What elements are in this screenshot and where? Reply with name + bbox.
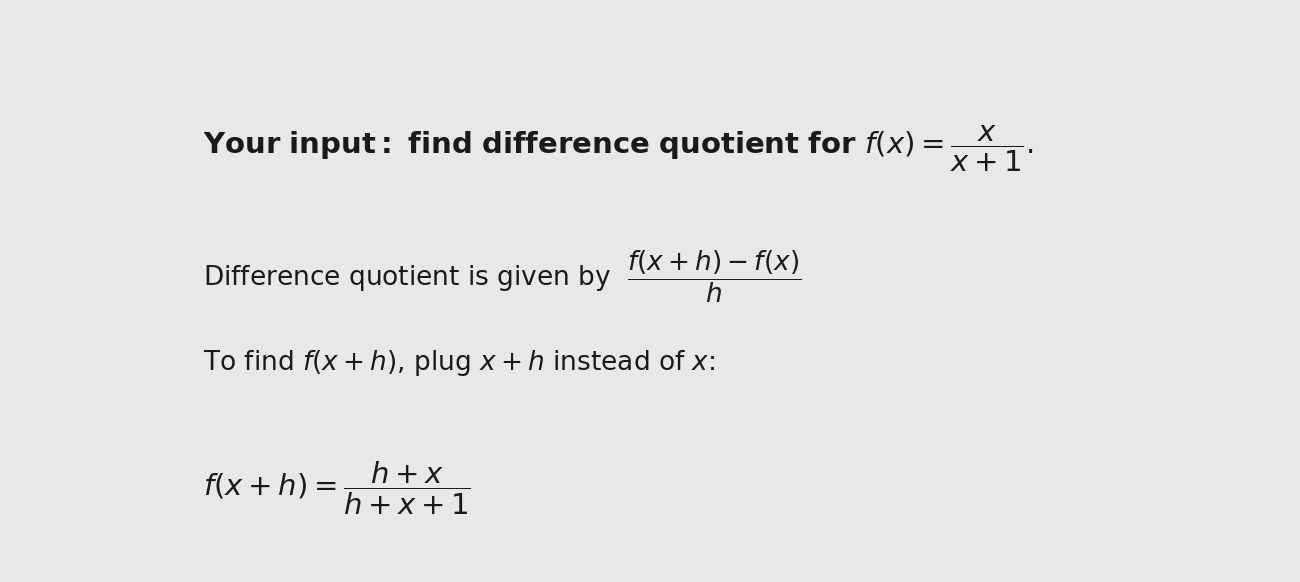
Text: $\mathbf{Your\ input{:}\ find\ difference\ quotient\ for}\ f\left(x\right) = \df: $\mathbf{Your\ input{:}\ find\ differenc… <box>203 123 1034 174</box>
Text: Difference quotient is given by $\ \dfrac{f\left(x+h\right) - f\left(x\right)}{h: Difference quotient is given by $\ \dfra… <box>203 249 801 306</box>
Text: $f\left(x+h\right) = \dfrac{h+x}{h+x+1}$: $f\left(x+h\right) = \dfrac{h+x}{h+x+1}$ <box>203 460 471 517</box>
Text: To find $f\left(x+h\right)$, plug $x+h$ instead of $x$:: To find $f\left(x+h\right)$, plug $x+h$ … <box>203 347 715 378</box>
